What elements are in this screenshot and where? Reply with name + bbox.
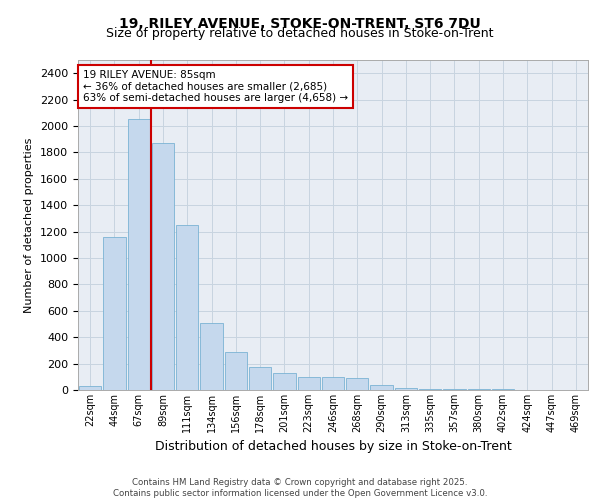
Bar — [370, 386, 393, 390]
X-axis label: Distribution of detached houses by size in Stoke-on-Trent: Distribution of detached houses by size … — [155, 440, 511, 454]
Text: Size of property relative to detached houses in Stoke-on-Trent: Size of property relative to detached ho… — [106, 28, 494, 40]
Bar — [152, 143, 174, 390]
Bar — [79, 386, 101, 390]
Text: 19, RILEY AVENUE, STOKE-ON-TRENT, ST6 7DU: 19, RILEY AVENUE, STOKE-ON-TRENT, ST6 7D… — [119, 18, 481, 32]
Bar — [322, 378, 344, 390]
Bar — [346, 378, 368, 390]
Bar — [249, 367, 271, 390]
Bar — [128, 120, 150, 390]
Bar — [298, 377, 320, 390]
Bar — [419, 388, 442, 390]
Bar — [224, 352, 247, 390]
Bar — [176, 225, 199, 390]
Text: 19 RILEY AVENUE: 85sqm
← 36% of detached houses are smaller (2,685)
63% of semi-: 19 RILEY AVENUE: 85sqm ← 36% of detached… — [83, 70, 348, 103]
Bar — [273, 373, 296, 390]
Bar — [395, 388, 417, 390]
Text: Contains HM Land Registry data © Crown copyright and database right 2025.
Contai: Contains HM Land Registry data © Crown c… — [113, 478, 487, 498]
Y-axis label: Number of detached properties: Number of detached properties — [25, 138, 34, 312]
Bar — [103, 237, 125, 390]
Bar — [200, 322, 223, 390]
